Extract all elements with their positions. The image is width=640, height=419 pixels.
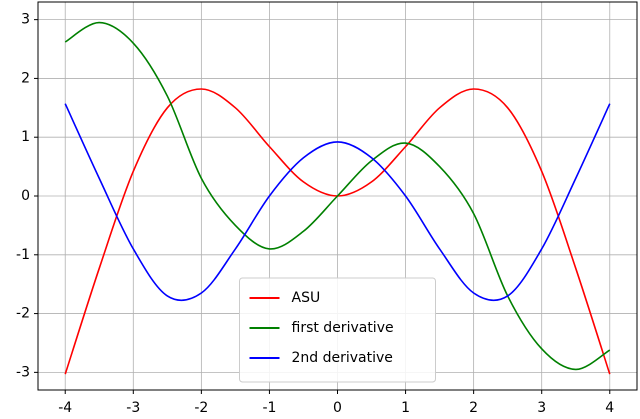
x-tick-label: 3 <box>537 400 546 416</box>
legend-label: 2nd derivative <box>292 350 393 366</box>
x-tick-label: 1 <box>401 400 410 416</box>
x-tick-label: 0 <box>333 400 342 416</box>
legend-label: first derivative <box>292 320 394 336</box>
legend-box <box>239 277 436 383</box>
x-tick-label: 4 <box>605 400 614 416</box>
x-tick-label: -1 <box>262 400 276 416</box>
legend-label: ASU <box>292 290 321 306</box>
y-tick-label: 0 <box>21 188 30 204</box>
series-line <box>64 103 611 302</box>
x-tick-label: 2 <box>469 400 478 416</box>
plot-frame <box>37 1 638 391</box>
x-tick-label: -2 <box>194 400 208 416</box>
y-tick-label: -1 <box>16 247 30 263</box>
y-tick-label: -3 <box>16 364 30 380</box>
x-tick-label: -3 <box>126 400 140 416</box>
x-tick-label: -4 <box>58 400 72 416</box>
y-tick-label: 2 <box>21 70 30 86</box>
y-tick-label: -2 <box>16 306 30 322</box>
y-tick-label: 1 <box>21 129 30 145</box>
series-line <box>64 21 611 371</box>
legend: ASU first derivative 2nd derivative <box>239 277 436 383</box>
y-tick-label: 3 <box>21 12 30 28</box>
